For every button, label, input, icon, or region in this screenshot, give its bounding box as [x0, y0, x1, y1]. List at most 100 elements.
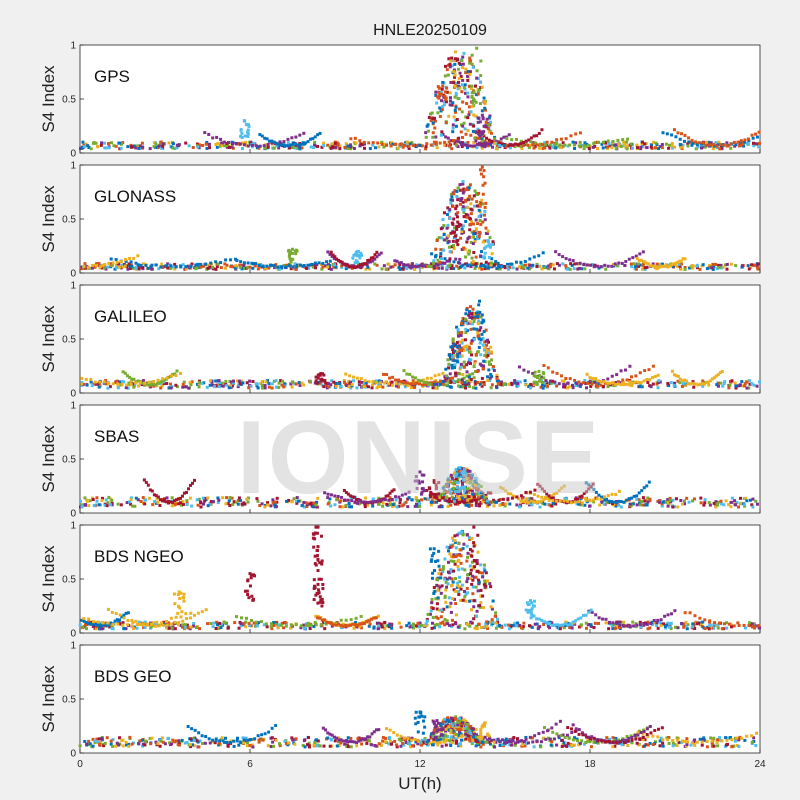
data-point: [468, 316, 472, 320]
data-point: [711, 147, 715, 151]
data-point: [394, 495, 398, 499]
data-point: [703, 501, 707, 505]
data-point: [610, 492, 614, 496]
data-point: [424, 147, 428, 151]
data-point: [233, 621, 237, 625]
data-point: [421, 487, 425, 491]
data-point: [663, 625, 667, 629]
data-point: [475, 76, 479, 80]
data-point: [111, 623, 115, 627]
data-point: [446, 206, 450, 210]
data-point: [498, 141, 502, 145]
data-point: [569, 134, 573, 138]
data-point: [459, 362, 463, 366]
data-point: [478, 143, 482, 147]
data-point: [482, 319, 486, 323]
data-point: [481, 220, 485, 224]
data-point: [591, 377, 595, 381]
data-point: [291, 146, 295, 150]
data-point: [687, 136, 691, 140]
data-point: [439, 248, 443, 252]
data-point: [417, 264, 421, 268]
data-point: [145, 623, 149, 627]
data-point: [443, 94, 447, 98]
data-point: [473, 240, 477, 244]
data-point: [570, 626, 574, 630]
data-point: [666, 500, 670, 504]
data-point: [645, 377, 649, 381]
data-point: [481, 139, 485, 143]
data-point: [721, 265, 725, 269]
data-point: [660, 264, 664, 268]
data-point: [445, 236, 449, 240]
data-point: [89, 622, 93, 626]
data-point: [165, 623, 169, 627]
data-point: [691, 499, 695, 503]
data-point: [393, 263, 397, 267]
data-point: [147, 496, 151, 500]
data-point: [509, 625, 513, 629]
data-point: [418, 382, 422, 386]
data-point: [313, 135, 317, 139]
data-point: [403, 385, 407, 389]
data-point: [387, 623, 391, 627]
data-point: [250, 261, 254, 265]
data-point: [166, 499, 170, 503]
data-point: [296, 146, 300, 150]
data-point: [712, 622, 716, 626]
data-point: [180, 625, 184, 629]
data-point: [468, 56, 472, 60]
data-point: [306, 263, 310, 267]
data-point: [304, 141, 308, 145]
data-point: [495, 376, 499, 380]
data-point: [269, 504, 273, 508]
data-point: [351, 265, 355, 269]
data-point: [437, 236, 441, 240]
data-point: [522, 500, 526, 504]
data-point: [715, 383, 719, 387]
data-point: [625, 144, 629, 148]
data-point: [559, 374, 563, 378]
data-point: [308, 627, 312, 631]
data-point: [138, 381, 142, 385]
data-point: [455, 350, 459, 354]
data-point: [483, 354, 487, 358]
data-point: [292, 497, 296, 501]
data-point: [294, 146, 298, 150]
data-point: [576, 617, 580, 621]
data-point: [461, 200, 465, 204]
data-point: [529, 499, 533, 503]
data-point: [458, 624, 462, 628]
data-point: [708, 623, 712, 627]
data-point: [723, 380, 727, 384]
data-point: [179, 615, 183, 619]
data-point: [727, 622, 731, 626]
data-point: [450, 363, 454, 367]
data-point: [244, 620, 248, 624]
data-point: [400, 380, 404, 384]
data-point: [483, 218, 487, 222]
data-point: [311, 505, 315, 509]
data-point: [457, 489, 461, 493]
data-point: [681, 143, 685, 147]
data-point: [274, 622, 278, 626]
data-point: [468, 312, 472, 316]
data-point: [230, 140, 234, 144]
data-point: [108, 625, 112, 629]
data-point: [465, 477, 469, 481]
data-point: [519, 142, 523, 146]
axes-box: [79, 44, 761, 154]
data-point: [439, 621, 443, 625]
data-point: [453, 73, 457, 77]
data-point: [555, 499, 559, 503]
data-point: [441, 620, 445, 624]
data-point: [454, 91, 458, 95]
data-point: [452, 81, 456, 85]
data-point: [314, 503, 318, 507]
data-point: [562, 626, 566, 630]
data-point: [116, 386, 120, 390]
data-point: [673, 609, 677, 613]
data-point: [594, 377, 598, 381]
data-point: [267, 385, 271, 389]
data-point: [725, 267, 729, 271]
